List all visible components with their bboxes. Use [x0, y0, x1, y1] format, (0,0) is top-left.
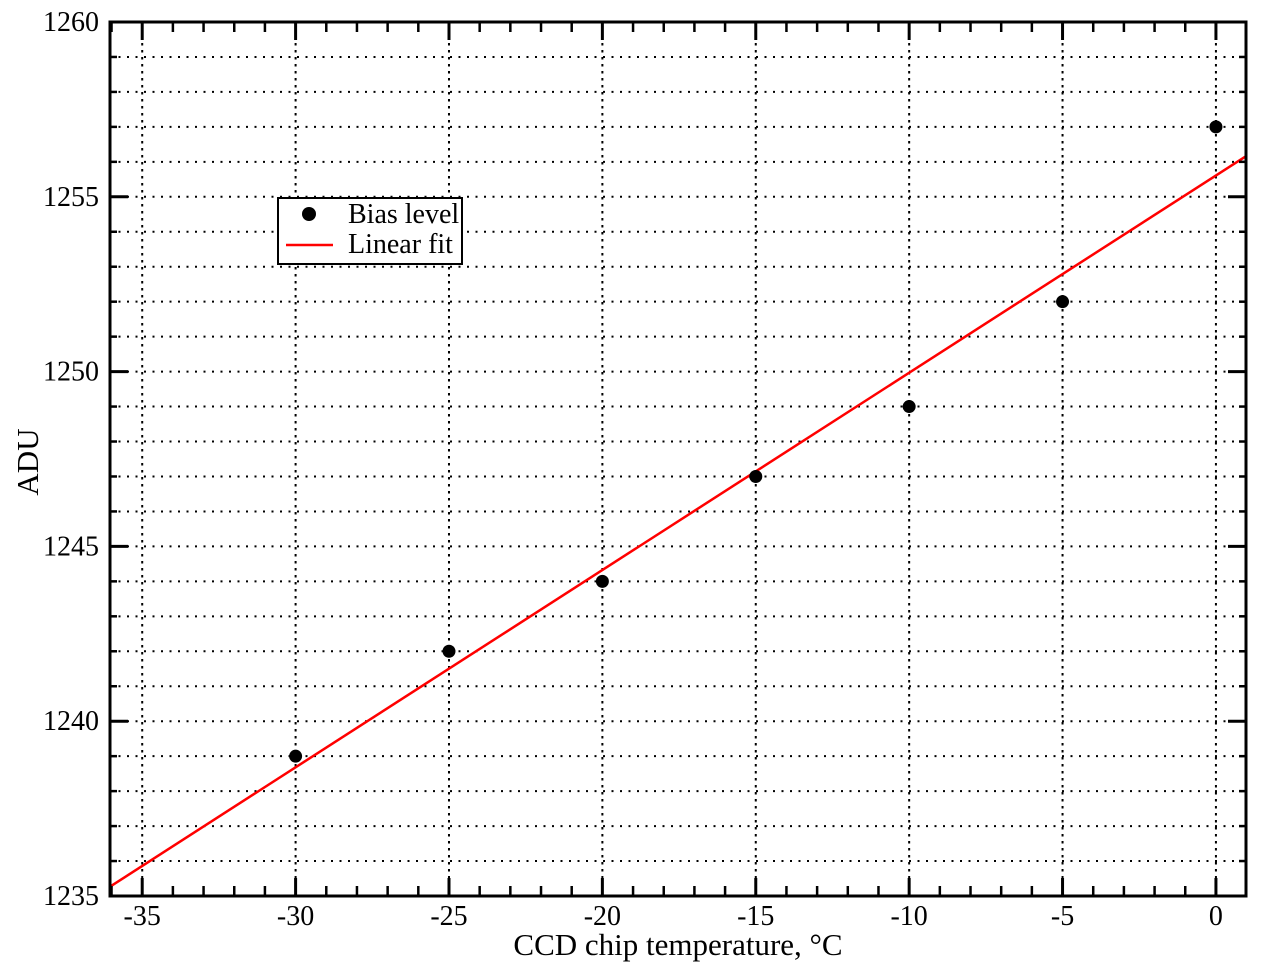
x-tick-label: 0 — [1209, 901, 1223, 932]
y-tick-label: 1235 — [43, 881, 99, 912]
x-axis-title: CCD chip temperature, °C — [513, 927, 842, 962]
data-point — [749, 469, 763, 483]
y-tick-label: 1260 — [43, 7, 99, 38]
x-tick-label: -35 — [124, 901, 161, 932]
y-tick-labels: 1235 1240 1245 1250 1255 1260 — [43, 7, 99, 912]
x-tick-label: -15 — [737, 901, 774, 932]
y-tick-label: 1255 — [43, 182, 99, 213]
legend: Bias level Linear fit — [277, 197, 463, 265]
x-tick-label: -25 — [430, 901, 467, 932]
grid-layer — [110, 22, 1246, 896]
y-tick-label: 1240 — [43, 706, 99, 737]
data-point — [1209, 120, 1223, 134]
legend-marker-bias-level — [302, 207, 316, 221]
x-tick-labels: -35 -30 -25 -20 -15 -10 -5 0 — [124, 901, 1223, 932]
scatter-points-layer — [289, 120, 1223, 763]
data-point — [595, 574, 609, 588]
x-tick-label: -10 — [890, 901, 927, 932]
legend-label-bias-level: Bias level — [348, 199, 459, 230]
fit-line-layer — [109, 155, 1247, 888]
y-tick-label: 1250 — [43, 357, 99, 388]
data-point — [442, 644, 456, 658]
linear-fit-line — [109, 155, 1247, 888]
tick-marks-layer — [110, 20, 1246, 898]
data-point — [289, 749, 303, 763]
plot-border — [108, 20, 1248, 898]
legend-label-linear-fit: Linear fit — [348, 229, 453, 260]
data-point — [902, 400, 916, 414]
x-tick-label: -20 — [584, 901, 621, 932]
x-tick-label: -5 — [1051, 901, 1074, 932]
x-tick-label: -30 — [277, 901, 314, 932]
y-axis-title: ADU — [10, 428, 45, 495]
data-point — [1056, 295, 1070, 309]
y-tick-label: 1245 — [43, 531, 99, 562]
